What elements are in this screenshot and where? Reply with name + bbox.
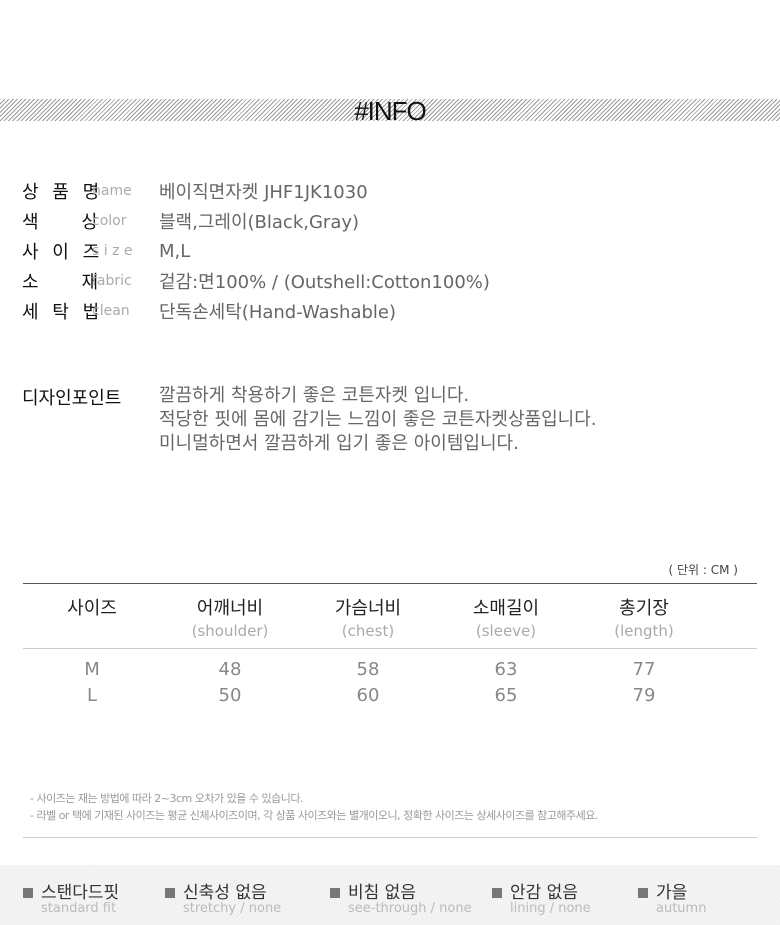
info-value: 겉감:면100% / (Outshell:Cotton100%) [159,272,490,293]
table-body: M 48 58 63 77 L 50 60 65 79 [23,649,757,838]
square-bullet-icon [165,888,175,898]
info-label: 소 재 [22,272,103,293]
feature-label: 가을 [656,883,688,903]
info-value: M,L [159,240,191,262]
feature-label: 안감 없음 [510,883,578,903]
feature-lining: 안감 없음 lining / none [492,878,591,916]
info-label: 사 이 즈 [22,242,104,263]
table-cell: 60 [356,685,380,706]
feature-label-en: stretchy / none [183,901,282,916]
square-bullet-icon [23,888,33,898]
product-info: 상 품 명 name 베이직면자켓 JHF1JK1030 색 상 color 블랙,그레… [22,176,490,326]
table-cell: L [86,685,98,706]
feature-stretch: 신축성 없음 stretchy / none [165,878,281,916]
info-label: 상 품 명 [22,182,104,203]
design-line: 적당한 핏에 몸에 감기는 느낌이 좋은 코튼자켓상품입니다. [159,409,597,430]
column-header: 사이즈 [67,598,117,619]
size-table: 사이즈 어깨너비 (shoulder) 가슴너비 (chest) 소매길이 (slee… [23,583,757,838]
info-label-en: fabric [92,273,132,289]
feature-season: 가을 autumn [638,878,706,916]
table-row: M 48 58 63 77 [23,657,757,683]
page-title: #INFO [354,96,427,126]
column-header: 총기장 [619,598,669,619]
table-cell: 50 [218,685,242,706]
feature-see-through: 비침 없음 see-through / none [330,878,472,916]
table-cell: 77 [632,659,656,680]
column-header: 소매길이 [472,598,540,619]
column-header: 가슴너비 [334,598,402,619]
info-row-name: 상 품 명 name 베이직면자켓 JHF1JK1030 [22,176,490,206]
info-row-clean: 세 탁 법 clean 단독손세탁(Hand-Washable) [22,296,490,326]
feature-bar: 스탠다드핏 standard fit 신축성 없음 stretchy / none … [0,865,780,925]
table-header: 사이즈 어깨너비 (shoulder) 가슴너비 (chest) 소매길이 (slee… [23,584,757,649]
square-bullet-icon [492,888,502,898]
column-header: 어깨너비 [196,598,264,619]
info-value: 베이직면자켓 JHF1JK1030 [159,182,368,203]
feature-label-en: standard fit [41,901,117,916]
table-cell: M [84,659,100,680]
note-line: - 사이즈는 재는 방법에 따라 2~3cm 오차가 있을 수 있습니다. [30,792,303,805]
note-line: - 라벨 or 택에 기재된 사이즈는 평균 신체사이즈이며, 각 상품 사이즈… [30,809,598,822]
table-cell: 79 [632,685,656,706]
table-cell: 63 [494,659,518,680]
info-label-en: name [92,183,132,199]
feature-label: 신축성 없음 [183,883,267,903]
info-value: 블랙,그레이(Black,Gray) [159,212,360,233]
column-header-en: (length) [614,622,674,640]
design-line: 미니멀하면서 깔끔하게 입기 좋은 아이템입니다. [159,433,519,454]
column-header-en: (shoulder) [191,622,269,640]
feature-label: 비침 없음 [348,883,416,903]
feature-label-en: see-through / none [348,901,472,916]
size-notes: - 사이즈는 재는 방법에 따라 2~3cm 오차가 있을 수 있습니다. - … [30,790,598,824]
info-row-fabric: 소 재 fabric 겉감:면100% / (Outshell:Cotton100%… [22,266,490,296]
feature-fit: 스탠다드핏 standard fit [23,878,119,916]
unit-label: ( 단위 : CM ) [668,563,738,577]
info-label: 세 탁 법 [22,302,104,323]
info-label: 색 상 [22,212,103,233]
info-label-en: color [92,213,127,229]
feature-label: 스탠다드핏 [41,883,120,903]
info-value: 단독손세탁(Hand-Washable) [159,302,397,323]
design-line: 깔끔하게 착용하기 좋은 코튼자켓 입니다. [159,385,470,406]
feature-label-en: lining / none [510,901,591,916]
feature-label-en: autumn [656,901,707,916]
info-label-en: clean [92,303,130,319]
info-row-color: 색 상 color 블랙,그레이(Black,Gray) [22,206,490,236]
column-header-en: (sleeve) [475,622,537,640]
table-cell: 65 [494,685,518,706]
table-cell: 48 [218,659,242,680]
design-point-label: 디자인포인트 [22,388,122,409]
square-bullet-icon [330,888,340,898]
table-row: L 50 60 65 79 [23,683,757,709]
square-bullet-icon [638,888,648,898]
header-hatch-bar [0,99,780,121]
column-header-en: (chest) [341,622,395,640]
table-cell: 58 [356,659,380,680]
info-label-en: s i z e [92,243,133,259]
design-point: 디자인포인트 깔끔하게 착용하기 좋은 코튼자켓 입니다. 적당한 핏에 몸에 … [22,384,597,456]
